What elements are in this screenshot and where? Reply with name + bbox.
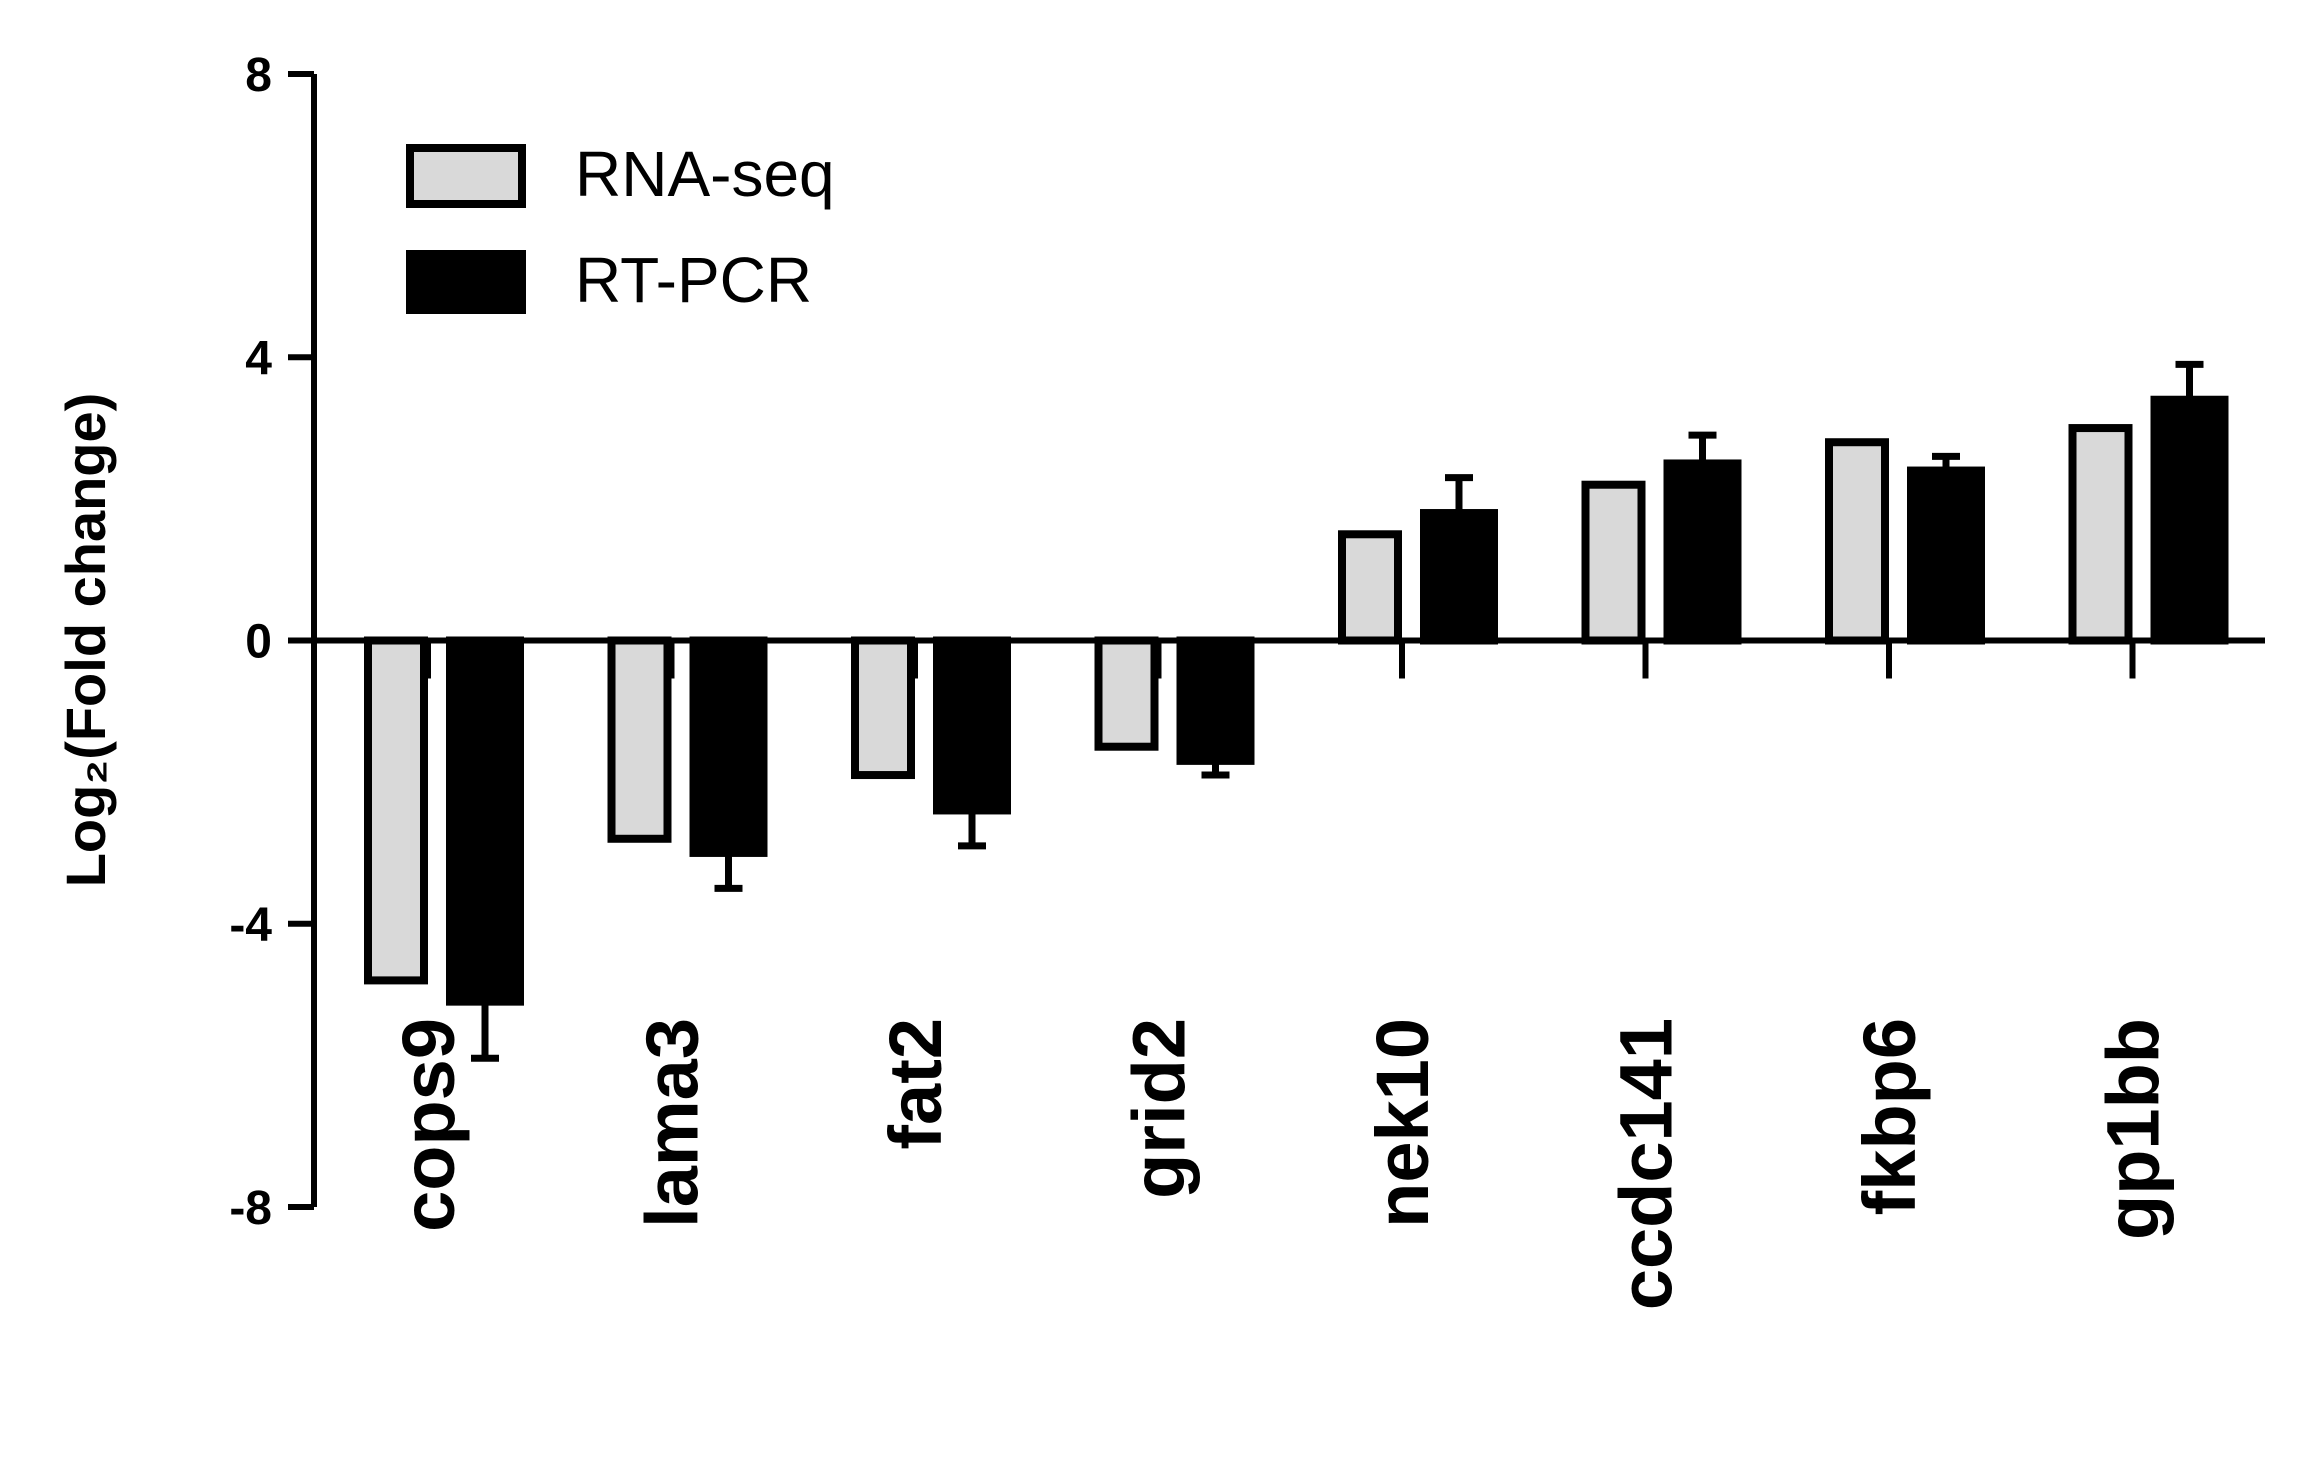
- bar: [1907, 466, 1985, 645]
- bar: [1663, 459, 1742, 645]
- bar: [1825, 438, 1889, 645]
- x-tick-label: gp1bb: [2092, 1018, 2175, 1240]
- y-tick-label: -4: [229, 899, 272, 952]
- x-tick-label: fat2: [874, 1018, 957, 1150]
- bar: [851, 636, 915, 780]
- bar: [1420, 509, 1498, 645]
- bar: [607, 636, 672, 843]
- x-tick-label: grid2: [1118, 1018, 1201, 1199]
- y-axis-label: Log₂(Fold change): [54, 393, 117, 888]
- bar: [2068, 424, 2133, 645]
- x-tick-label: nek10: [1361, 1018, 1444, 1228]
- legend-label: RT-PCR: [575, 244, 812, 316]
- legend-label: RNA-seq: [575, 138, 835, 210]
- x-tick-label: fkbp6: [1848, 1018, 1931, 1215]
- bar: [364, 636, 428, 985]
- x-tick-label: lama3: [631, 1018, 714, 1228]
- y-tick-label: 8: [245, 49, 272, 102]
- bar: [933, 636, 1011, 815]
- bar: [1094, 636, 1159, 751]
- legend-swatch: [406, 250, 526, 314]
- y-tick-label: 0: [245, 616, 272, 669]
- y-tick-label: 4: [245, 332, 272, 385]
- x-tick-label: cops9: [387, 1018, 470, 1232]
- bar: [1581, 480, 1646, 645]
- bar: [446, 636, 524, 1006]
- bar: [1338, 530, 1402, 645]
- x-tick-label: ccdc141: [1605, 1018, 1688, 1310]
- bar: [1176, 636, 1255, 765]
- y-tick-label: -8: [229, 1182, 272, 1235]
- legend-swatch: [406, 144, 526, 208]
- bar: [2150, 395, 2229, 645]
- bar: [689, 636, 768, 857]
